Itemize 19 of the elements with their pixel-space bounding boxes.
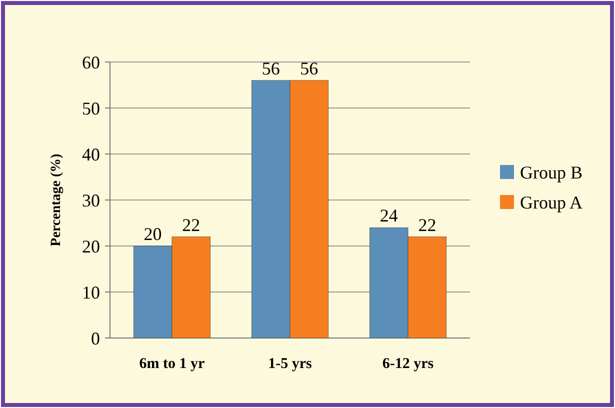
data-label: 56 (262, 58, 280, 78)
y-tick-label: 0 (91, 328, 100, 348)
y-tick-label: 30 (82, 190, 100, 210)
y-tick-label: 10 (82, 282, 100, 302)
data-label: 56 (300, 58, 318, 78)
data-label: 24 (380, 206, 398, 226)
data-label: 20 (144, 224, 162, 244)
x-tick-label: 6m to 1 yr (139, 356, 206, 372)
x-tick-label: 6-12 yrs (382, 356, 434, 372)
y-axis-title: Percentage (%) (49, 153, 64, 246)
y-tick-label: 20 (82, 236, 100, 256)
legend-label: Group B (520, 162, 582, 182)
y-tick-label: 50 (82, 98, 100, 118)
legend-label: Group A (520, 192, 582, 212)
data-label: 22 (418, 214, 436, 235)
data-label: 22 (182, 214, 200, 235)
y-tick-label: 60 (82, 52, 100, 72)
y-tick-label: 40 (82, 144, 100, 164)
x-tick-label: 1-5 yrs (268, 356, 312, 372)
